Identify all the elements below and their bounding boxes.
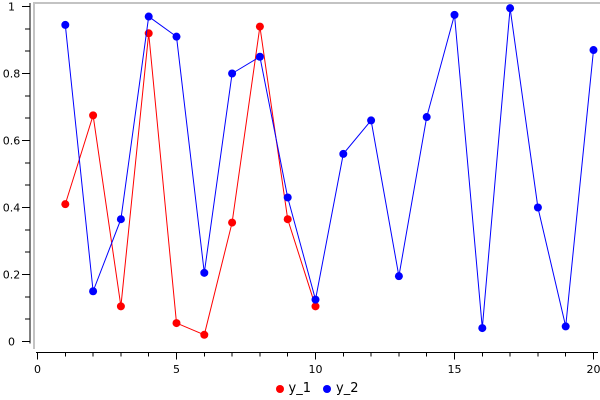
data-point-y_1-x3 <box>116 302 125 311</box>
data-point-y_2-x16 <box>478 324 487 333</box>
data-point-y_1-x8 <box>255 22 264 31</box>
series-line-y_2 <box>64 8 594 329</box>
data-point-y_1-x2 <box>89 111 98 120</box>
data-point-y_2-x5 <box>172 32 181 41</box>
data-point-y_1-x10 <box>311 302 320 311</box>
data-point-y_1-x6 <box>200 330 209 339</box>
y-tick-label: 0.2 <box>3 269 21 282</box>
chart-legend: y_1 y_2 <box>36 380 598 398</box>
x-tick-label: 15 <box>448 363 462 376</box>
data-point-y_2-x11 <box>339 149 348 158</box>
data-point-y_2-x6 <box>200 268 209 277</box>
data-point-y_1-x5 <box>172 319 181 328</box>
data-point-y_1-x1 <box>61 200 70 209</box>
x-tick-label: 10 <box>309 363 323 376</box>
data-point-y_2-x13 <box>394 272 403 281</box>
data-point-y_1-x7 <box>228 218 237 227</box>
data-point-y_1-x9 <box>283 215 292 224</box>
data-point-y_2-x1 <box>61 20 70 29</box>
y-tick-label: 0.8 <box>3 68 21 81</box>
data-point-y_2-x15 <box>450 10 459 19</box>
data-point-y_2-x19 <box>561 322 570 331</box>
legend-marker-y1-icon <box>275 385 284 393</box>
data-point-y_2-x17 <box>506 4 515 13</box>
legend-item-y1: y_1 <box>275 380 311 398</box>
data-point-y_2-x4 <box>144 12 153 21</box>
data-point-y_2-x2 <box>89 287 98 296</box>
x-tick-label: 20 <box>587 363 600 376</box>
data-point-y_2-x18 <box>533 203 542 212</box>
data-point-y_2-x8 <box>255 52 264 61</box>
data-point-y_2-x3 <box>116 215 125 224</box>
legend-item-y2: y_2 <box>323 380 358 398</box>
series-line-y_1 <box>64 26 316 336</box>
legend-marker-y2-icon <box>323 385 331 393</box>
data-point-y_2-x7 <box>228 69 237 78</box>
data-point-y_2-x20 <box>589 46 598 55</box>
y-tick-label: 1 <box>8 1 15 14</box>
data-point-y_2-x12 <box>367 116 376 125</box>
x-tick-label: 5 <box>173 363 180 376</box>
data-point-y_2-x10 <box>311 295 320 304</box>
data-point-y_2-x14 <box>422 113 431 122</box>
y-tick-label: 0.4 <box>3 202 21 215</box>
legend-label-y1: y_1 <box>288 381 311 396</box>
y-tick-label: 0.6 <box>3 135 21 148</box>
y-tick-label: 0 <box>8 336 15 349</box>
data-point-y_2-x9 <box>283 193 292 202</box>
legend-label-y2: y_2 <box>336 381 359 396</box>
x-tick-label: 0 <box>34 363 41 376</box>
